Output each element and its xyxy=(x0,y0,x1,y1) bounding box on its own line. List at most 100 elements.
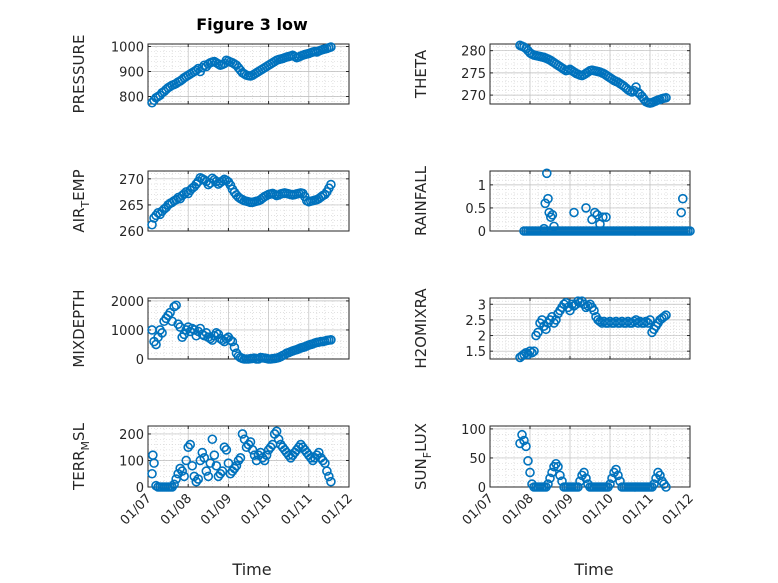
y-tick-label: 260 xyxy=(119,225,144,240)
data-point xyxy=(205,458,216,468)
y-tick-label: 1.5 xyxy=(465,345,486,360)
data-point xyxy=(221,445,232,455)
data-point xyxy=(229,463,240,474)
data-point xyxy=(203,471,214,482)
data-point xyxy=(613,470,623,481)
data-point xyxy=(527,347,537,358)
data-point xyxy=(223,458,234,468)
data-point xyxy=(645,315,655,325)
data-point xyxy=(649,479,659,489)
data-point xyxy=(283,450,294,460)
y-tick-label: 800 xyxy=(119,91,144,106)
data-point xyxy=(525,467,535,478)
y-axis-label: AIRTEMP xyxy=(70,169,92,232)
subplot-theta: 270 275 280 THETA xyxy=(412,40,691,108)
axes-box xyxy=(489,297,691,360)
data-point xyxy=(545,473,555,484)
data-point xyxy=(545,212,556,222)
data-point xyxy=(187,460,198,471)
data-point xyxy=(631,82,641,92)
data-point xyxy=(191,65,202,76)
y-tick-label: 2000 xyxy=(111,295,144,310)
data-point xyxy=(685,226,695,236)
data-point xyxy=(677,193,688,204)
y-axis-label: THETA xyxy=(412,49,430,99)
data-point xyxy=(589,305,599,316)
data-point xyxy=(231,460,242,471)
y-tick-label: 1000 xyxy=(111,41,144,56)
data-point xyxy=(326,476,336,487)
data-point xyxy=(659,311,669,322)
data-point xyxy=(217,176,228,186)
data-point xyxy=(227,336,238,347)
data-point xyxy=(233,455,244,466)
data-point xyxy=(549,221,559,232)
data-point xyxy=(209,450,220,460)
data-point xyxy=(201,466,212,476)
y-tick-label: 270 xyxy=(119,173,144,188)
y-axis-label: MIXDEPTH xyxy=(70,289,88,367)
data-point xyxy=(605,479,615,489)
subplot-air-temp: 260 265 270 AIRTEMP xyxy=(70,169,350,240)
data-point xyxy=(179,471,189,482)
y-tick-label: 1000 xyxy=(111,324,144,339)
data-point xyxy=(255,447,266,458)
data-point xyxy=(569,207,579,218)
data-point xyxy=(293,442,304,453)
data-point xyxy=(661,92,671,103)
data-point xyxy=(547,467,557,478)
y-tick-label: 265 xyxy=(119,199,144,214)
y-tick-label: 100 xyxy=(119,454,144,469)
data-point xyxy=(547,210,558,220)
data-point xyxy=(676,207,687,218)
data-point xyxy=(235,453,246,463)
data-point xyxy=(324,471,334,482)
data-point xyxy=(661,482,671,492)
data-point xyxy=(555,470,565,481)
data-point xyxy=(306,453,316,463)
y-tick-label: 270 xyxy=(461,89,486,104)
data-point xyxy=(177,466,187,476)
subplot-pressure: 800 900 1000 PRESSURE xyxy=(70,35,350,114)
data-point xyxy=(611,464,621,475)
data-point xyxy=(326,179,336,190)
y-axis-label: RAINFALL xyxy=(412,165,430,236)
y-tick-label: 275 xyxy=(461,67,486,82)
data-point xyxy=(601,212,611,222)
data-point xyxy=(533,327,543,338)
data-point xyxy=(326,335,336,345)
data-point xyxy=(175,463,185,474)
data-point xyxy=(157,328,167,338)
y-tick-label: 100 xyxy=(461,423,486,438)
data-point xyxy=(259,455,270,466)
y-tick-label: 0 xyxy=(136,353,144,368)
data-point xyxy=(551,315,561,325)
y-tick-label: 0 xyxy=(478,225,486,240)
y-tick-label: 900 xyxy=(119,66,144,81)
y-tick-label: 2.5 xyxy=(465,314,486,329)
figure-title: Figure 3 low xyxy=(196,15,308,34)
data-point xyxy=(655,470,665,481)
y-axis-label: H2OMIXRA xyxy=(412,288,430,369)
data-point xyxy=(539,223,549,234)
data-point xyxy=(181,455,191,466)
data-point xyxy=(225,335,236,345)
data-point xyxy=(543,193,553,204)
data-point xyxy=(237,429,248,439)
data-point xyxy=(597,212,608,222)
axes-box xyxy=(147,425,350,488)
data-point xyxy=(197,447,208,458)
data-point xyxy=(211,460,222,471)
data-point xyxy=(219,442,230,453)
data-point xyxy=(185,439,196,450)
data-point xyxy=(195,323,206,334)
subplot-h2omixra: 1.522.53 H2OMIXRA xyxy=(412,288,691,369)
y-axis-label: PRESSURE xyxy=(70,35,88,114)
data-point xyxy=(169,301,179,312)
data-point xyxy=(581,203,591,213)
data-point xyxy=(199,453,210,463)
data-point xyxy=(592,210,603,220)
